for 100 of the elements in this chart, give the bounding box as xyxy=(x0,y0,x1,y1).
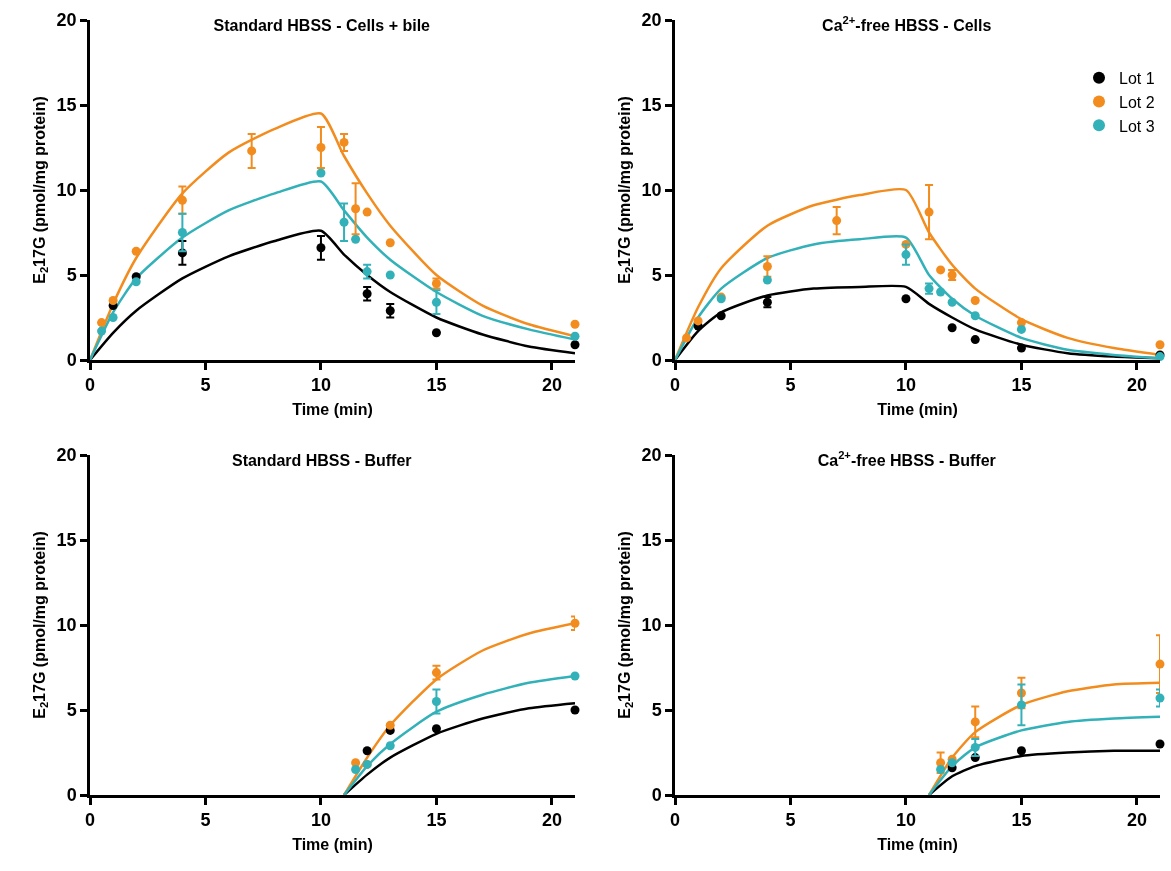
y-tick-label: 20 xyxy=(641,10,662,31)
point xyxy=(716,311,726,321)
x-tick-label: 0 xyxy=(84,810,96,831)
point xyxy=(108,313,118,322)
point xyxy=(131,277,141,287)
legend-label: Lot 1 xyxy=(1119,69,1155,87)
point xyxy=(351,204,361,214)
point xyxy=(970,335,980,345)
point xyxy=(936,265,946,275)
y-tick-label: 5 xyxy=(66,700,77,721)
x-tick-label: 0 xyxy=(84,375,96,396)
y-tick-label: 15 xyxy=(641,530,662,551)
y-tick-label: 20 xyxy=(641,445,662,466)
point xyxy=(1016,324,1026,334)
point xyxy=(693,316,703,326)
y-tick-label: 0 xyxy=(651,785,662,806)
point xyxy=(970,742,980,752)
line-series xyxy=(927,715,1160,795)
point xyxy=(1016,700,1026,710)
x-axis-title: Time (min) xyxy=(292,401,373,419)
point xyxy=(936,287,946,297)
point xyxy=(362,207,372,217)
x-tick-label: 5 xyxy=(200,375,211,396)
x-tick-label: 20 xyxy=(541,810,562,831)
point xyxy=(1155,659,1165,669)
point xyxy=(316,243,326,253)
point xyxy=(385,306,395,316)
x-tick-label: 15 xyxy=(1011,810,1032,831)
point xyxy=(339,137,349,147)
point xyxy=(316,143,326,152)
x-tick-label: 15 xyxy=(426,810,447,831)
y-tick-label: 10 xyxy=(641,180,662,201)
point xyxy=(362,746,372,756)
point xyxy=(1016,746,1026,756)
point xyxy=(431,328,441,338)
point xyxy=(832,216,842,226)
point xyxy=(970,311,980,321)
point xyxy=(431,697,441,706)
x-tick-label: 15 xyxy=(1011,375,1032,396)
x-tick-label: 10 xyxy=(310,375,331,396)
y-tick-label: 20 xyxy=(56,10,77,31)
point xyxy=(247,146,257,156)
x-tick-label: 10 xyxy=(310,810,331,831)
point xyxy=(362,289,372,299)
point xyxy=(947,758,957,768)
point xyxy=(970,296,980,305)
y-tick-label: 0 xyxy=(66,350,77,371)
point xyxy=(570,340,580,350)
y-tick-label: 15 xyxy=(56,530,77,551)
x-tick-label: 20 xyxy=(1126,375,1147,396)
point xyxy=(924,207,934,217)
point xyxy=(108,296,118,305)
y-tick-label: 5 xyxy=(651,700,662,721)
x-axis-title: Time (min) xyxy=(877,401,958,419)
point xyxy=(362,267,372,277)
x-tick-label: 15 xyxy=(426,375,447,396)
point xyxy=(385,270,395,280)
legend-label: Lot 3 xyxy=(1119,117,1155,135)
x-tick-label: 20 xyxy=(1126,810,1147,831)
y-tick-label: 5 xyxy=(66,265,77,286)
point xyxy=(901,294,911,304)
point xyxy=(762,262,772,271)
point xyxy=(970,717,980,727)
y-tick-label: 20 xyxy=(56,445,77,466)
y-tick-label: 10 xyxy=(641,615,662,636)
y-tick-label: 10 xyxy=(56,180,77,201)
y-tick-label: 0 xyxy=(651,350,662,371)
x-tick-label: 5 xyxy=(785,375,796,396)
x-tick-label: 20 xyxy=(541,375,562,396)
x-tick-label: 0 xyxy=(669,375,681,396)
point xyxy=(177,228,187,237)
point xyxy=(177,195,187,205)
legend-label: Lot 2 xyxy=(1119,93,1155,111)
x-axis-title: Time (min) xyxy=(877,836,958,854)
point xyxy=(1155,693,1165,703)
chart-title: Standard HBSS - Cells + bile xyxy=(213,16,431,34)
point xyxy=(385,720,395,730)
x-tick-label: 0 xyxy=(669,810,681,831)
point xyxy=(762,275,772,285)
point xyxy=(97,326,107,336)
y-tick-label: 15 xyxy=(56,95,77,116)
x-tick-label: 5 xyxy=(200,810,211,831)
point xyxy=(947,297,957,307)
x-tick-label: 5 xyxy=(785,810,796,831)
point xyxy=(385,238,395,248)
point xyxy=(570,671,580,681)
x-tick-label: 10 xyxy=(895,810,916,831)
point xyxy=(351,765,361,774)
chart-title: Ca$^{2+}$-free HBSS - Cells xyxy=(822,14,992,34)
point xyxy=(947,323,957,333)
chart-title: Standard HBSS - Buffer xyxy=(231,451,412,469)
point xyxy=(431,724,441,734)
point xyxy=(1016,343,1026,353)
point xyxy=(97,318,107,328)
point xyxy=(936,765,946,774)
point xyxy=(570,319,580,329)
point xyxy=(339,217,349,227)
x-axis-title: Time (min) xyxy=(292,836,373,854)
point xyxy=(351,234,361,244)
point xyxy=(385,741,395,751)
